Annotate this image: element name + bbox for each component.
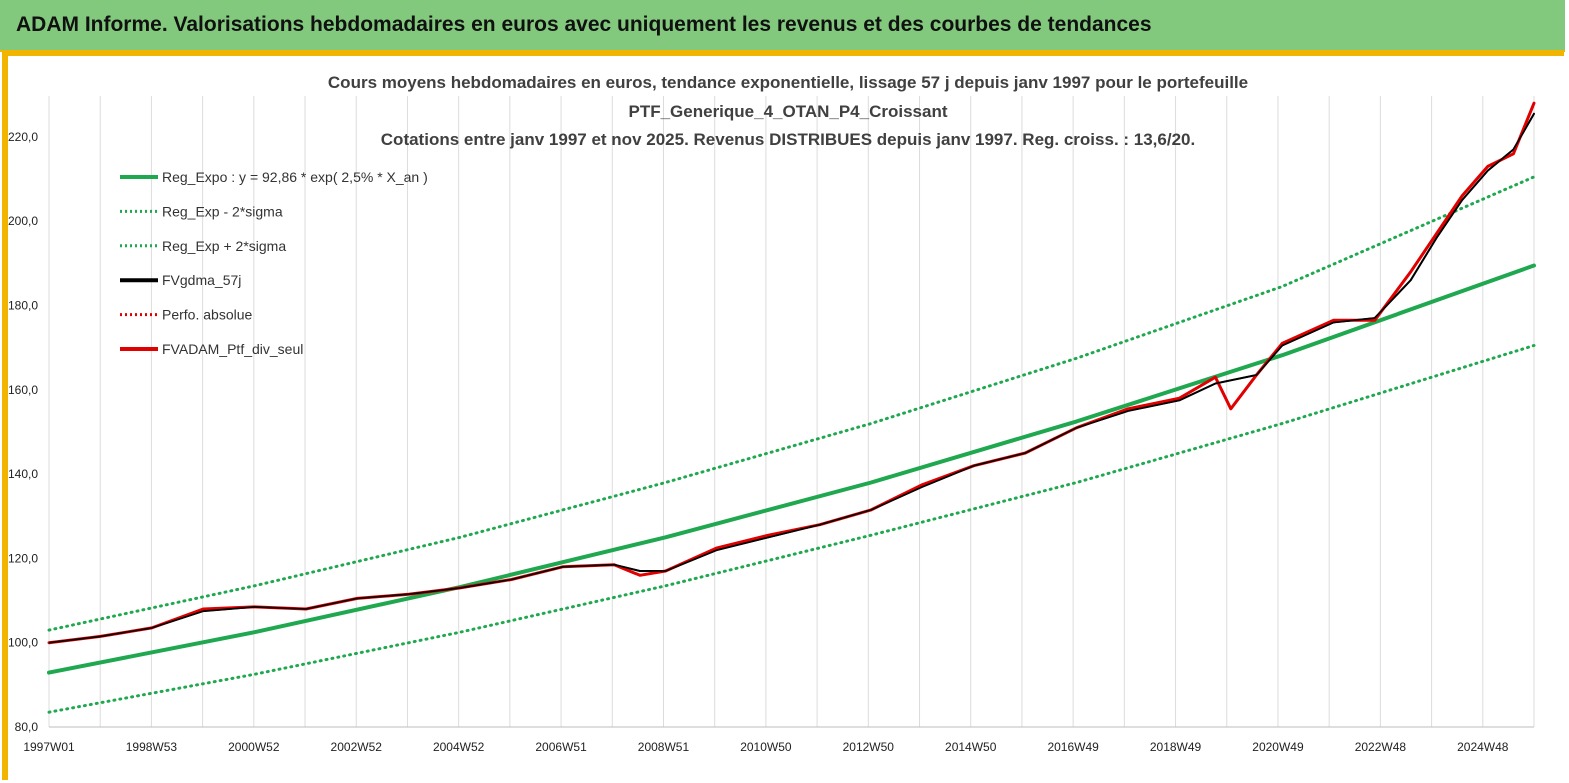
x-tick-label: 2006W51 — [535, 740, 587, 754]
x-tick-label: 2018W49 — [1150, 740, 1202, 754]
x-tick-label: 2020W49 — [1252, 740, 1304, 754]
legend-label: Reg_Expo : y = 92,86 * exp( 2,5% * X_an … — [162, 169, 428, 185]
series-line-3 — [47, 175, 1536, 632]
banner: ADAM Informe. Valorisations hebdomadaire… — [0, 0, 1565, 52]
grid-layer — [48, 96, 1535, 727]
x-tick-label: 2014W50 — [945, 740, 997, 754]
x-tick-label: 2004W52 — [433, 740, 485, 754]
y-tick-label: 120,0 — [8, 551, 38, 565]
chart-title-line: PTF_Generique_4_OTAN_P4_Croissant — [628, 102, 947, 121]
y-tick-label: 80,0 — [15, 720, 39, 734]
x-tick-label: 2002W52 — [331, 740, 383, 754]
x-tick-label: 2000W52 — [228, 740, 280, 754]
x-tick-label: 2010W50 — [740, 740, 792, 754]
legend-label: FVgdma_57j — [162, 272, 241, 288]
y-tick-label: 200,0 — [8, 214, 38, 228]
legend-label: Reg_Exp - 2*sigma — [162, 203, 283, 219]
series-line-2 — [47, 344, 1536, 714]
x-tick-label: 2008W51 — [638, 740, 690, 754]
series-line-1 — [47, 263, 1536, 675]
y-tick-label: 160,0 — [8, 383, 38, 397]
series-layer — [47, 101, 1536, 714]
legend-label: Reg_Exp + 2*sigma — [162, 238, 286, 254]
chart-title: Cours moyens hebdomadaires en euros, ten… — [328, 73, 1248, 149]
x-tick-label: 1998W53 — [126, 740, 178, 754]
y-tick-label: 140,0 — [8, 467, 38, 481]
legend-label: FVADAM_Ptf_div_seul — [162, 341, 303, 357]
y-tick-label: 220,0 — [8, 130, 38, 144]
chart-title-line: Cotations entre janv 1997 et nov 2025. R… — [381, 130, 1195, 149]
series-line-4 — [48, 112, 1535, 644]
x-tick-label: 2016W49 — [1047, 740, 1099, 754]
x-tick-label: 2022W48 — [1355, 740, 1407, 754]
series-line-4-overlay — [48, 113, 1535, 644]
x-tick-label: 2012W50 — [843, 740, 895, 754]
axis-layer: 80,0 100,0 120,0 140,0 160,0 180,0 200,0 220,0 1… — [8, 130, 1534, 754]
x-tick-label: 1997W01 — [23, 740, 75, 754]
legend-label: Perfo. absolue — [162, 307, 252, 323]
banner-title: ADAM Informe. Valorisations hebdomadaire… — [16, 13, 1152, 36]
y-tick-label: 100,0 — [8, 636, 38, 650]
legend: Reg_Expo : y = 92,86 * exp( 2,5% * X_an … — [120, 169, 428, 357]
y-tick-label: 180,0 — [8, 299, 38, 313]
x-tick-label: 2024W48 — [1457, 740, 1509, 754]
chart-title-line: Cours moyens hebdomadaires en euros, ten… — [328, 73, 1248, 92]
